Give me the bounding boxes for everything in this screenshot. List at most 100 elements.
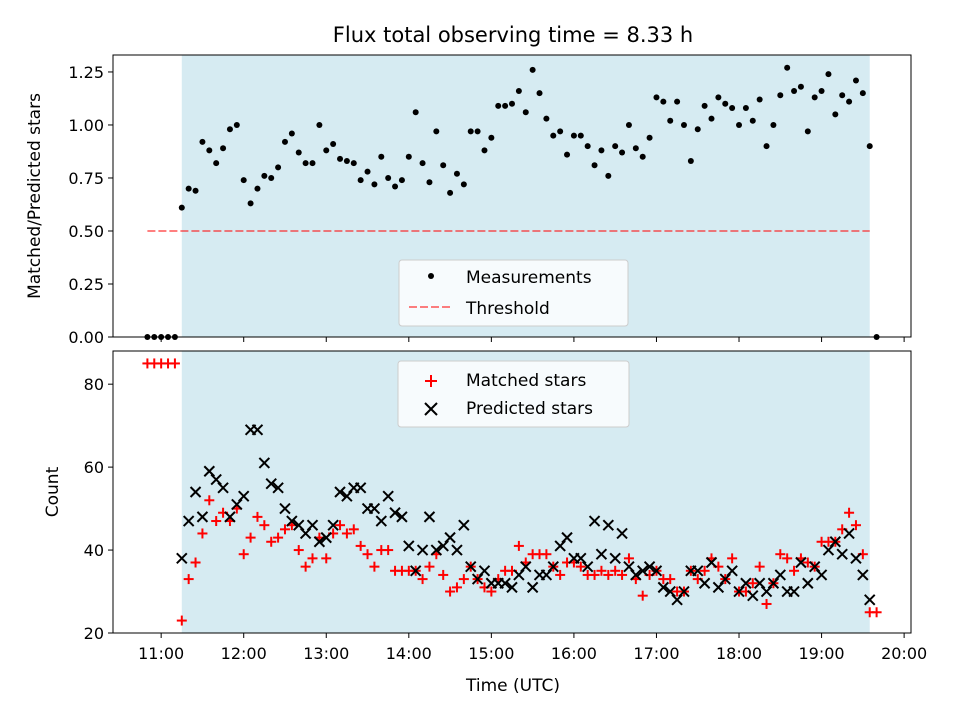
measurement-point — [653, 94, 660, 101]
matched-star-point — [245, 532, 256, 543]
measurement-point — [674, 98, 681, 105]
bottom-xtick-label: 15:00 — [468, 644, 514, 663]
predicted-star-point — [265, 477, 277, 490]
measurement-point — [570, 132, 577, 139]
predicted-star-point — [760, 585, 773, 598]
matched-star-point — [761, 598, 772, 609]
matched-star-point — [348, 524, 359, 535]
matched-star-point — [176, 615, 187, 626]
measurement-point — [233, 121, 240, 128]
matched-star-point — [266, 536, 277, 547]
predicted-star-point — [306, 519, 319, 531]
measurement-point — [281, 138, 288, 145]
matched-star-point — [782, 553, 793, 564]
predicted-star-point — [836, 548, 848, 560]
measurement-point — [488, 134, 495, 141]
matched-star-point — [169, 358, 180, 369]
predicted-star-point — [506, 581, 518, 594]
predicted-star-point — [272, 482, 284, 494]
matched-star-point — [637, 590, 648, 601]
measurement-point — [763, 143, 770, 150]
measurement-point — [619, 149, 626, 156]
predicted-star-point — [251, 424, 264, 436]
measurement-point — [632, 145, 639, 152]
predicted-star-point — [196, 511, 209, 523]
measurement-point — [460, 181, 467, 188]
top-ytick-label: 1.00 — [68, 116, 104, 135]
predicted-star-point — [389, 507, 401, 519]
matched-star-point — [369, 561, 380, 572]
predicted-star-point — [843, 527, 855, 540]
legend-predicted-label: Predicted stars — [466, 399, 593, 419]
measurement-point — [612, 143, 619, 150]
predicted-star-point — [774, 569, 787, 581]
matched-star-point — [362, 549, 373, 560]
measurement-point — [557, 128, 564, 135]
measurement-point — [433, 128, 440, 135]
predicted-star-point — [788, 585, 800, 598]
predicted-star-point — [692, 565, 704, 577]
predicted-star-point — [795, 556, 807, 569]
top-legend: Measurements Threshold — [398, 259, 629, 327]
predicted-star-point — [595, 548, 608, 560]
measurement-point — [220, 145, 227, 152]
measurement-point — [687, 158, 694, 165]
matched-star-point — [321, 553, 332, 564]
predicted-star-point — [423, 511, 436, 523]
matched-star-point — [458, 574, 469, 585]
measurement-point — [302, 160, 309, 167]
matched-star-point — [541, 549, 552, 560]
measurement-point — [749, 117, 756, 124]
matched-star-point — [445, 586, 456, 597]
legend-predicted-marker — [424, 402, 438, 416]
predicted-star-point — [671, 594, 683, 606]
measurement-point — [419, 160, 426, 167]
measurement-point — [440, 162, 447, 169]
predicted-star-point — [540, 569, 553, 581]
matched-star-point — [610, 565, 621, 576]
top-ytick-label: 1.25 — [68, 63, 104, 82]
measurement-point — [866, 143, 873, 150]
measurement-point — [680, 121, 687, 128]
measurement-point — [715, 94, 722, 101]
bottom-ytick-label: 60 — [84, 458, 104, 477]
predicted-star-point — [465, 560, 477, 573]
measurement-point — [577, 132, 584, 139]
legend-measurements-marker — [428, 273, 434, 279]
measurement-point — [247, 200, 254, 207]
predicted-star-point — [396, 511, 408, 523]
predicted-star-point — [712, 581, 725, 594]
measurement-point — [378, 153, 385, 160]
predicted-star-point — [203, 465, 216, 477]
measurement-point — [330, 141, 337, 148]
predicted-star-point — [217, 482, 229, 494]
measurement-point — [818, 88, 825, 95]
matched-star-point — [603, 569, 614, 580]
predicted-star-point — [210, 473, 222, 486]
measurement-point — [178, 204, 185, 211]
predicted-star-point — [286, 515, 298, 527]
measurement-point — [591, 162, 598, 169]
measurement-point — [536, 90, 543, 97]
measurement-point — [481, 147, 488, 154]
measurement-point — [708, 115, 715, 122]
matched-star-point — [252, 511, 263, 522]
measurement-point — [515, 88, 522, 95]
measurement-point — [770, 121, 777, 128]
bottom-panel: 20 40 60 80 11:00 12:00 13:00 14:00 15:00 16:00 1… — [43, 350, 927, 696]
predicted-star-point — [444, 531, 456, 544]
measurement-point — [357, 177, 364, 184]
predicted-star-point — [561, 531, 573, 544]
predicted-star-point — [458, 519, 470, 531]
predicted-star-point — [575, 552, 587, 565]
top-panel: 0.00 0.25 0.50 0.75 1.00 1.25 Matched/Predict… — [25, 54, 912, 347]
measurement-point — [309, 160, 316, 167]
matched-star-point — [589, 569, 600, 580]
predicted-star-point — [698, 577, 711, 589]
bottom-xlabel: Time (UTC) — [465, 676, 560, 696]
measurement-point — [694, 126, 701, 133]
measurement-point — [226, 126, 233, 133]
predicted-star-point — [767, 577, 780, 589]
measurement-point — [261, 172, 268, 179]
bottom-xtick-label: 20:00 — [881, 644, 927, 663]
